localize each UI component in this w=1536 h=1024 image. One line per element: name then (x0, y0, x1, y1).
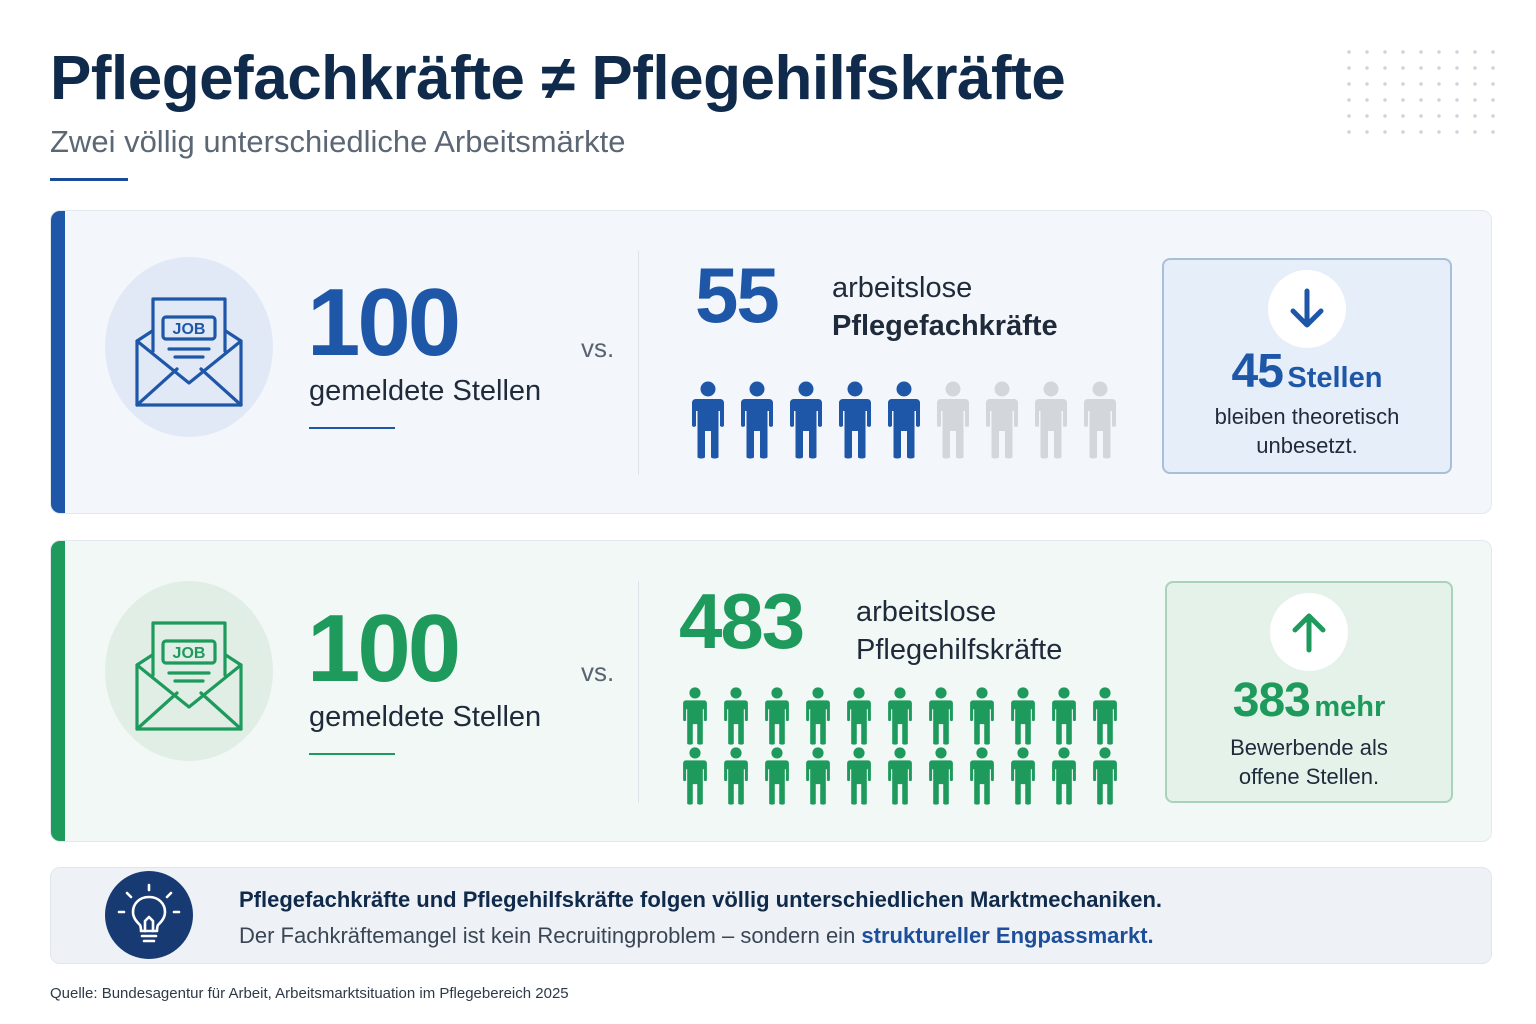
vs-label: vs. (581, 333, 615, 363)
person-icon (683, 687, 707, 745)
decorative-dot-grid (1340, 44, 1496, 136)
card-accent-bar (51, 211, 65, 513)
result-headline: 383 mehr (1232, 674, 1386, 727)
people-pictogram-row (681, 687, 1132, 745)
svg-text:JOB: JOB (173, 321, 206, 338)
lightbulb-icon (105, 871, 193, 959)
people-pictogram-row (681, 747, 1132, 805)
person-icon (1035, 381, 1067, 459)
insight-box: Pflegefachkräfte und Pflegehilfskräfte f… (50, 867, 1492, 964)
source-note: Quelle: Bundesagentur für Arbeit, Arbeit… (50, 985, 569, 1002)
person-icon (888, 747, 912, 805)
column-divider (638, 581, 639, 803)
person-icon (839, 381, 871, 459)
fachkraefte-card: JOB 100 gemeldete Stellen vs. 55 arbeits… (50, 210, 1492, 514)
card-accent-bar (51, 541, 65, 841)
job-envelope-icon: JOB (105, 257, 273, 437)
jobs-label: gemeldete Stellen (309, 375, 542, 407)
result-description: bleiben theoretisch unbesetzt. (1214, 404, 1400, 458)
person-icon (1084, 381, 1116, 459)
person-icon (806, 687, 830, 745)
result-description: Bewerbende als offene Stellen. (1230, 735, 1388, 789)
person-icon (1093, 687, 1117, 745)
unemployed-value: 483 (679, 577, 805, 665)
person-icon (847, 687, 871, 745)
arrow-down-icon (1268, 270, 1346, 348)
insight-headline: Pflegefachkräfte und Pflegehilfskräfte f… (239, 887, 1163, 912)
column-divider (638, 251, 639, 475)
arrow-up-icon (1270, 593, 1348, 671)
person-icon (937, 381, 969, 459)
person-icon (986, 381, 1018, 459)
person-icon (790, 381, 822, 459)
person-icon (970, 747, 994, 805)
svg-text:JOB: JOB (173, 645, 206, 662)
page-subtitle: Zwei völlig unterschiedliche Arbeitsmärk… (50, 124, 626, 159)
unemployed-label: arbeitslose Pflegehilfskräfte (856, 596, 1063, 666)
insight-highlight: struktureller Engpassmarkt. (861, 923, 1154, 948)
people-pictogram-row (691, 381, 1132, 459)
person-icon (765, 687, 789, 745)
jobs-value: 100 (307, 269, 461, 376)
result-headline: 45 Stellen (1231, 345, 1383, 398)
person-icon (1011, 687, 1035, 745)
insight-text: Der Fachkräftemangel ist kein Recruiting… (239, 923, 1154, 948)
person-icon (724, 687, 748, 745)
result-box-unfilled: 45 Stellen bleiben theoretisch unbesetzt… (1162, 258, 1452, 474)
person-icon (741, 381, 773, 459)
vs-label: vs. (581, 657, 615, 687)
person-icon (888, 381, 920, 459)
person-icon (929, 747, 953, 805)
person-icon (1052, 687, 1076, 745)
jobs-label: gemeldete Stellen (309, 701, 542, 733)
person-icon (1093, 747, 1117, 805)
result-box-surplus: 383 mehr Bewerbende als offene Stellen. (1165, 581, 1453, 803)
jobs-underline (309, 753, 395, 755)
person-icon (1052, 747, 1076, 805)
page-title: Pflegefachkräfte ≠ Pflegehilfskräfte (50, 44, 1066, 113)
person-icon (765, 747, 789, 805)
person-icon (970, 687, 994, 745)
person-icon (888, 687, 912, 745)
person-icon (683, 747, 707, 805)
hilfskraefte-card: JOB 100 gemeldete Stellen vs. 483 arbeit… (50, 540, 1492, 842)
person-icon (724, 747, 748, 805)
person-icon (929, 687, 953, 745)
person-icon (806, 747, 830, 805)
person-icon (847, 747, 871, 805)
person-icon (692, 381, 724, 459)
jobs-underline (309, 427, 395, 429)
person-icon (1011, 747, 1035, 805)
job-envelope-icon: JOB (105, 581, 273, 761)
jobs-value: 100 (307, 595, 461, 702)
unemployed-value: 55 (695, 251, 780, 339)
unemployed-label: arbeitslose Pflegefachkräfte (832, 272, 1058, 342)
title-underline (50, 178, 128, 181)
